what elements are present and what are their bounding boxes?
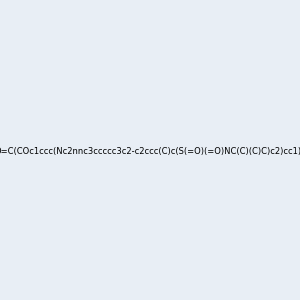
Text: O=C(COc1ccc(Nc2nnc3ccccc3c2-c2ccc(C)c(S(=O)(=O)NC(C)(C)C)c2)cc1)NC: O=C(COc1ccc(Nc2nnc3ccccc3c2-c2ccc(C)c(S(… [0, 147, 300, 156]
